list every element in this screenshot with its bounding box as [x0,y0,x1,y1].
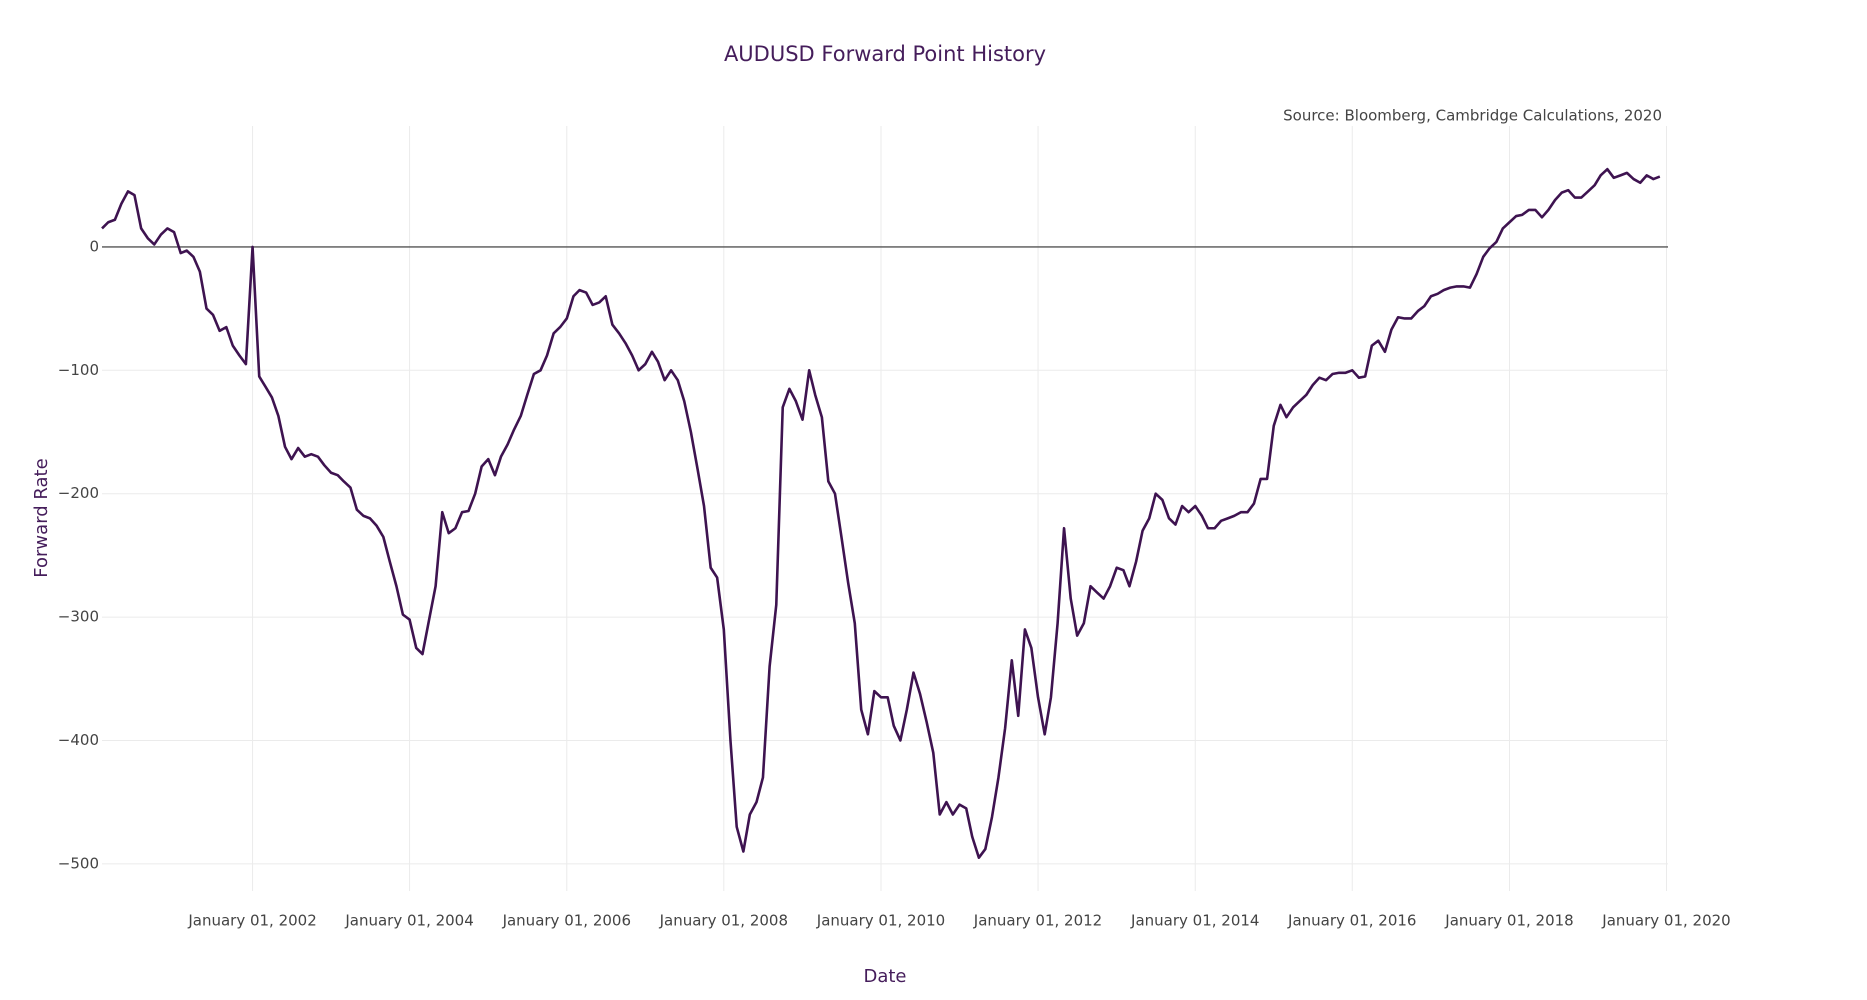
x-tick-label: January 01, 2012 [973,912,1102,930]
y-tick-label: −200 [58,484,99,502]
x-tick-label: January 01, 2016 [1287,912,1416,930]
x-tick-label: January 01, 2002 [187,912,316,930]
x-axis-title: Date [863,966,906,987]
x-tick-label: January 01, 2006 [502,912,631,930]
x-tick-label: January 01, 2004 [344,912,473,930]
y-axis-title: Forward Rate [31,458,52,577]
chart-title: AUDUSD Forward Point History [724,42,1046,66]
y-tick-label: −300 [58,608,99,626]
x-tick-label: January 01, 2010 [816,912,945,930]
series-line [101,167,1661,859]
y-tick-label: −500 [58,854,99,872]
x-tick-label: January 01, 2020 [1601,912,1730,930]
x-tick-label: January 01, 2014 [1130,912,1259,930]
y-tick-label: 0 [89,237,99,255]
source-note: Source: Bloomberg, Cambridge Calculation… [1283,107,1662,125]
x-tick-label: January 01, 2008 [659,912,788,930]
y-tick-label: −400 [58,731,99,749]
y-tick-label: −100 [58,361,99,379]
x-tick-label: January 01, 2018 [1444,912,1573,930]
